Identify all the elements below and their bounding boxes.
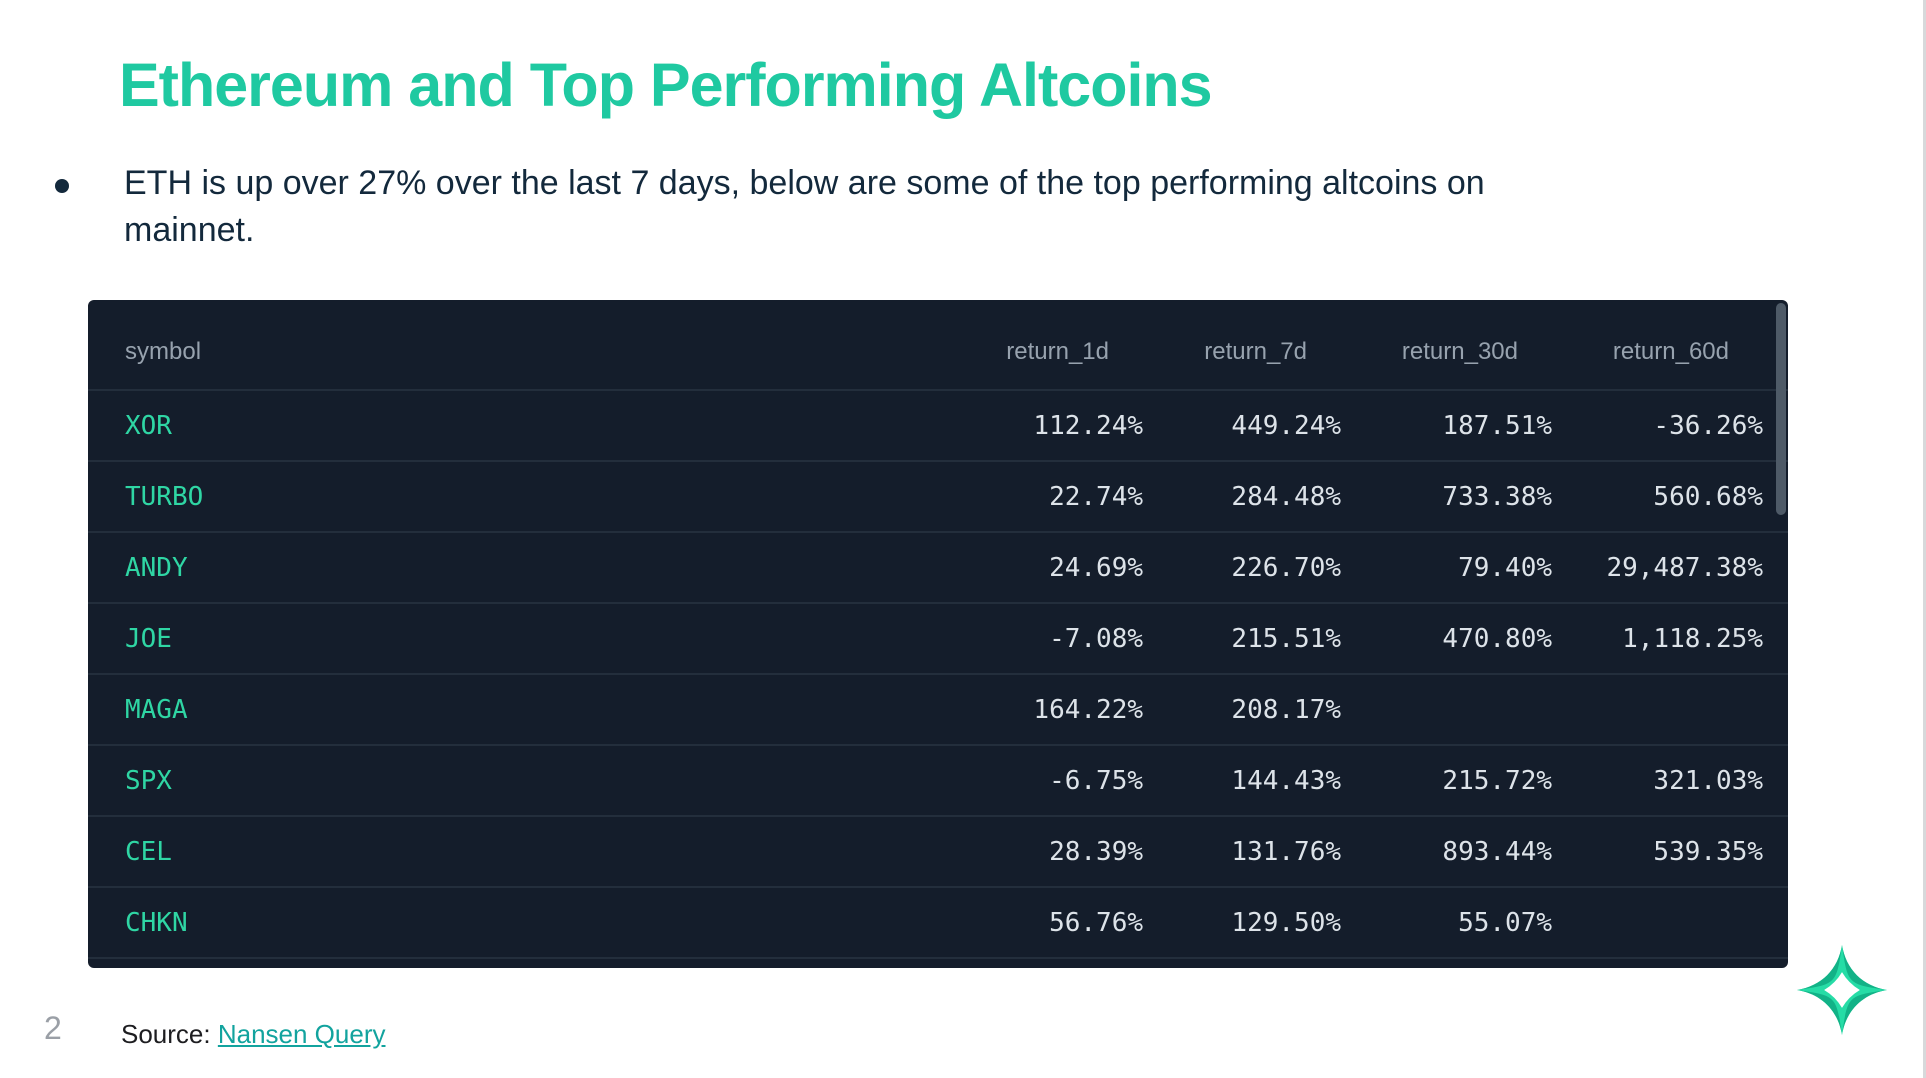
symbol-cell: CEL [88, 815, 978, 887]
return-60d-cell [1577, 673, 1788, 745]
return-30d-cell: 733.38% [1366, 460, 1577, 532]
column-header-return-60d: return_60d [1612, 337, 1729, 365]
symbol-cell: SPX [88, 744, 978, 816]
source-line: Source: Nansen Query [121, 1019, 386, 1050]
symbol-cell: CHKN [88, 886, 978, 958]
table-header-row: symbol return_1d return_7d return_30d re… [88, 300, 1788, 390]
bullet-text: ETH is up over 27% over the last 7 days,… [124, 160, 1485, 254]
table-row: MAGA 164.22% 208.17% [88, 673, 1788, 745]
returns-table: symbol return_1d return_7d return_30d re… [88, 300, 1788, 968]
return-7d-cell: 215.51% [1168, 602, 1366, 674]
return-1d-cell: -7.08% [978, 602, 1168, 674]
return-60d-cell: -36.26% [1577, 389, 1788, 461]
nansen-sparkle-logo [1796, 944, 1888, 1036]
returns-table-grid: symbol return_1d return_7d return_30d re… [88, 300, 1788, 968]
return-7d-cell: 144.43% [1168, 744, 1366, 816]
symbol-cell: MAGA [88, 673, 978, 745]
symbol-cell: TURBO [88, 460, 978, 532]
return-30d-cell: 187.51% [1366, 389, 1577, 461]
page-number: 2 [44, 1010, 62, 1046]
return-60d-cell: 560.68% [1577, 460, 1788, 532]
return-30d-cell [1366, 673, 1577, 745]
table-row: CEL 28.39% 131.76% 893.44% 539.35% [88, 815, 1788, 887]
symbol-cell: XOR [88, 389, 978, 461]
return-7d-cell: 284.48% [1168, 460, 1366, 532]
return-60d-cell: 1,118.25% [1577, 602, 1788, 674]
bullet-dot [55, 179, 69, 193]
return-7d-cell: 226.70% [1168, 531, 1366, 603]
table-row: TURBO 22.74% 284.48% 733.38% 560.68% [88, 460, 1788, 532]
return-1d-cell: 24.69% [978, 531, 1168, 603]
table-row: JOE -7.08% 215.51% 470.80% 1,118.25% [88, 602, 1788, 674]
symbol-cell: JOE [88, 602, 978, 674]
window-right-edge-line [1923, 0, 1926, 1078]
table-scrollbar-thumb[interactable] [1776, 303, 1786, 515]
source-link[interactable]: Nansen Query [217, 1019, 386, 1049]
return-7d-cell: 129.50% [1168, 886, 1366, 958]
return-1d-cell: 112.24% [978, 389, 1168, 461]
return-1d-cell: 164.22% [978, 673, 1168, 745]
table-row: XOR 112.24% 449.24% 187.51% -36.26% [88, 389, 1788, 461]
return-1d-cell: 28.39% [978, 815, 1168, 887]
return-30d-cell: 215.72% [1366, 744, 1577, 816]
return-60d-cell: 539.35% [1577, 815, 1788, 887]
return-30d-cell: 470.80% [1366, 602, 1577, 674]
table-row: ANDY 24.69% 226.70% 79.40% 29,487.38% [88, 531, 1788, 603]
column-header-return-1d: return_1d [1006, 337, 1109, 365]
page-title: Ethereum and Top Performing Altcoins [119, 51, 1213, 119]
table-row-partial [88, 957, 1788, 968]
return-1d-cell: 22.74% [978, 460, 1168, 532]
return-1d-cell: 56.76% [978, 886, 1168, 958]
return-60d-cell: 321.03% [1577, 744, 1788, 816]
return-30d-cell: 55.07% [1366, 886, 1577, 958]
column-header-return-7d: return_7d [1204, 337, 1307, 365]
symbol-cell: ANDY [88, 531, 978, 603]
return-30d-cell: 79.40% [1366, 531, 1577, 603]
return-7d-cell: 131.76% [1168, 815, 1366, 887]
column-header-symbol: symbol [125, 337, 202, 365]
column-header-return-30d: return_30d [1401, 337, 1518, 365]
source-label: Source: [121, 1019, 211, 1049]
return-7d-cell: 449.24% [1168, 389, 1366, 461]
bullet-line-1: ETH is up over 27% over the last 7 days,… [124, 164, 1485, 202]
table-row: CHKN 56.76% 129.50% 55.07% [88, 886, 1788, 958]
return-30d-cell: 893.44% [1366, 815, 1577, 887]
return-1d-cell: -6.75% [978, 744, 1168, 816]
return-60d-cell: 29,487.38% [1577, 531, 1788, 603]
table-row: SPX -6.75% 144.43% 215.72% 321.03% [88, 744, 1788, 816]
return-7d-cell: 208.17% [1168, 673, 1366, 745]
bullet-line-2: mainnet. [124, 211, 255, 249]
return-60d-cell [1577, 886, 1788, 958]
